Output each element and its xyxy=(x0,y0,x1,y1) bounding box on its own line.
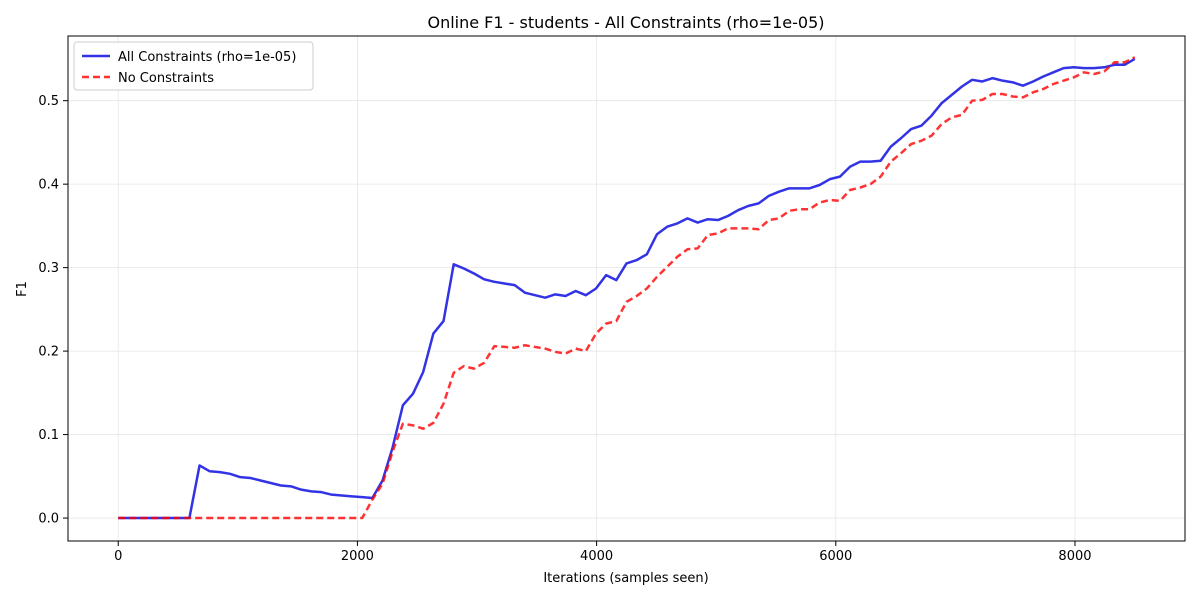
x-tick-label: 0 xyxy=(114,549,122,564)
y-tick-label: 0.3 xyxy=(38,261,59,276)
y-tick-label: 0.0 xyxy=(38,512,59,527)
series-line-all-constraints xyxy=(118,57,1136,520)
x-tick-label: 8000 xyxy=(1058,549,1091,564)
y-tick-label: 0.1 xyxy=(38,428,59,443)
y-axis-title: F1 xyxy=(15,281,30,297)
legend: All Constraints (rho=1e-05) No Constrain… xyxy=(73,41,314,91)
y-tick-label: 0.2 xyxy=(38,345,59,360)
x-tick-label: 6000 xyxy=(819,549,852,564)
x-axis-title: Iterations (samples seen) xyxy=(543,571,708,586)
chart-title: Online F1 - students - All Constraints (… xyxy=(427,13,824,32)
series-line-no-constraints xyxy=(118,56,1136,520)
x-tick-label: 2000 xyxy=(341,549,374,564)
x-tick-label: 4000 xyxy=(580,549,613,564)
series-group xyxy=(118,56,1136,520)
ticks: 0 2000 4000 6000 8000 0.0 0.1 0.2 0.3 0.4 0.5 xyxy=(38,94,1091,564)
y-tick-label: 0.5 xyxy=(38,94,59,109)
legend-label-all-constraints: All Constraints (rho=1e-05) xyxy=(118,50,296,65)
plot-frame xyxy=(67,35,1186,542)
y-tick-label: 0.4 xyxy=(38,178,59,193)
legend-box xyxy=(73,41,314,91)
legend-label-no-constraints: No Constraints xyxy=(118,71,214,86)
